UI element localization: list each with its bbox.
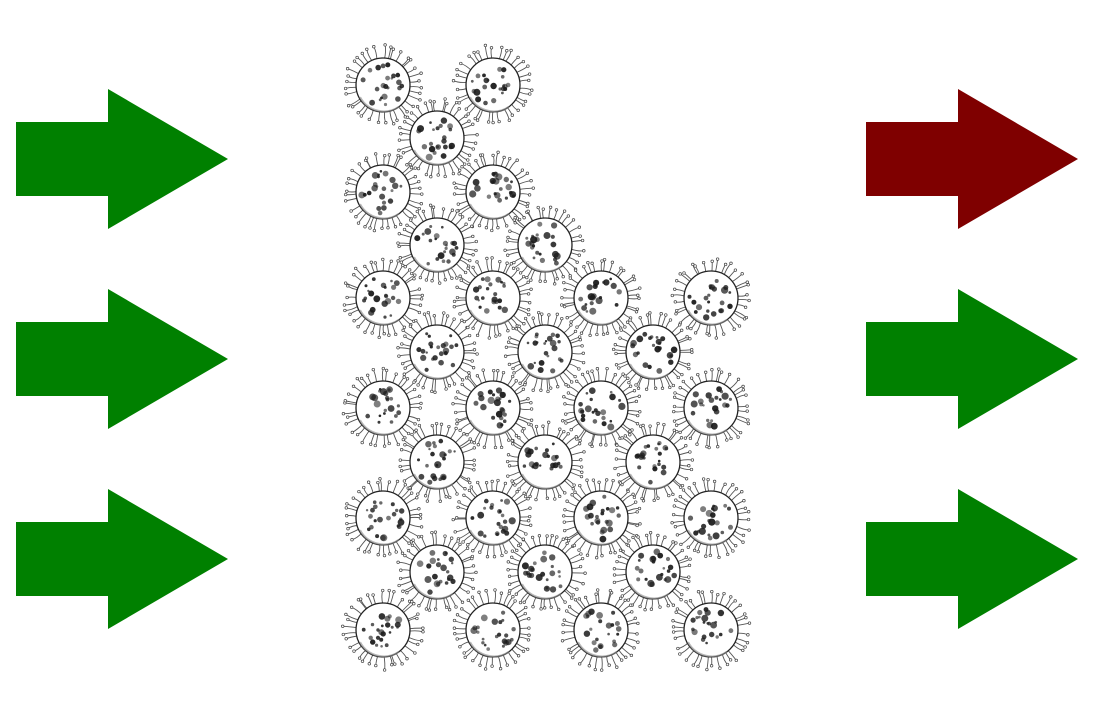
output-arrow-icon-3 (866, 489, 1078, 629)
virus-particle-icon (613, 421, 695, 503)
virus-particle-icon (396, 310, 479, 394)
input-arrows-group (16, 89, 228, 629)
virus-particle-icon (397, 97, 479, 179)
virus-particle-icon (671, 589, 752, 672)
virus-particle-icon (612, 531, 692, 612)
output-arrows-group (866, 89, 1078, 629)
output-arrow-icon-2 (866, 289, 1078, 429)
virus-particle-icon (611, 311, 694, 391)
virus-particle-icon (341, 588, 425, 672)
virus-particle-icon (451, 43, 534, 125)
virus-particle-icon (452, 256, 533, 340)
virus-particle-icon (344, 152, 424, 233)
input-arrow-icon-1 (16, 89, 228, 229)
virus-particle-icon (341, 366, 423, 448)
virus-particle-icon (505, 420, 586, 502)
virus-particle-icon (503, 310, 586, 394)
virus-particle-icon (343, 43, 423, 126)
virus-particle-icon (561, 366, 642, 449)
virus-particle-icon (452, 150, 535, 233)
virus-particle-icon (560, 588, 640, 672)
virus-particle-icon (398, 421, 476, 503)
virus-particle-icon (342, 257, 424, 340)
virus-particle-icon (670, 477, 751, 560)
virus-particle-icon (452, 588, 531, 671)
virus-particle-icon (451, 478, 533, 559)
output-arrow-icon-1 (866, 89, 1078, 229)
input-arrow-icon-2 (16, 289, 228, 429)
virus-particle-icon (560, 257, 642, 338)
virus-particle-icon (506, 533, 587, 612)
virus-particle-icon (503, 205, 586, 286)
virus-particle-icon (451, 368, 534, 450)
virus-particle-icon (562, 478, 642, 560)
virus-particle-icon (396, 203, 478, 285)
virus-particle-icon (672, 367, 751, 450)
input-arrow-icon-3 (16, 489, 228, 629)
virus-particle-icon (344, 477, 424, 558)
virus-particle-icon (670, 257, 751, 340)
virus-lattice (341, 43, 752, 672)
virus-particle-icon (396, 530, 478, 612)
